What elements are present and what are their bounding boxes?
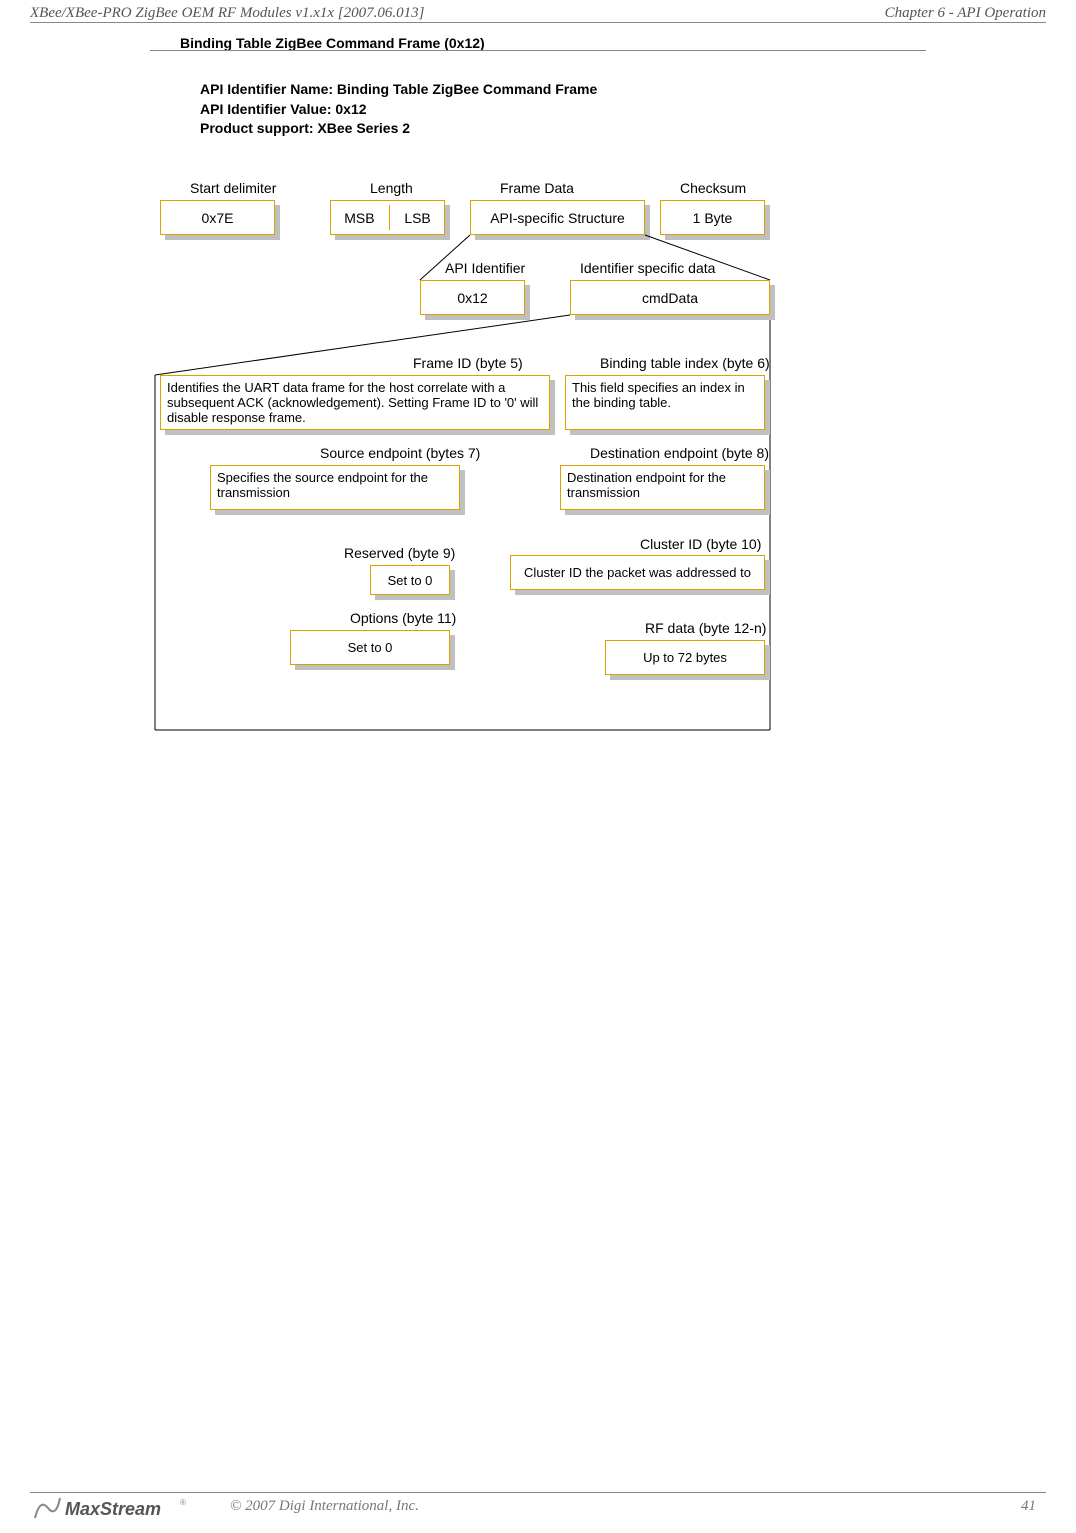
box-rfdata-desc: Up to 72 bytes — [605, 640, 765, 675]
label-checksum: Checksum — [680, 180, 746, 196]
box-reserved-desc: Set to 0 — [370, 565, 450, 595]
page-number: 41 — [1021, 1498, 1036, 1515]
label-length: Length — [370, 180, 413, 196]
box-dst-endpoint-desc: Destination endpoint for the transmissio… — [560, 465, 765, 510]
label-src-endpoint: Source endpoint (bytes 7) — [320, 445, 480, 461]
box-identifier-data: cmdData — [570, 280, 770, 315]
label-dst-endpoint: Destination endpoint (byte 8) — [590, 445, 769, 461]
box-options-desc: Set to 0 — [290, 630, 450, 665]
box-cluster-desc: Cluster ID the packet was addressed to — [510, 555, 765, 590]
header-left: XBee/XBee-PRO ZigBee OEM RF Modules v1.x… — [30, 5, 424, 22]
length-msb: MSB — [344, 210, 374, 226]
svg-text:®: ® — [180, 1498, 186, 1507]
header-right: Chapter 6 - API Operation — [885, 5, 1046, 22]
label-rfdata: RF data (byte 12-n) — [645, 620, 766, 636]
box-frame-id-desc: Identifies the UART data frame for the h… — [160, 375, 550, 430]
frame-diagram: Start delimiter Length Frame Data Checks… — [150, 160, 925, 740]
box-length: MSB LSB — [330, 200, 445, 235]
label-identifier-data: Identifier specific data — [580, 260, 715, 276]
box-frame-data: API-specific Structure — [470, 200, 645, 235]
length-lsb: LSB — [404, 210, 430, 226]
info-line-3: Product support: XBee Series 2 — [200, 119, 597, 139]
footer-copyright: © 2007 Digi International, Inc. — [230, 1498, 419, 1515]
info-line-1: API Identifier Name: Binding Table ZigBe… — [200, 80, 597, 100]
info-block: API Identifier Name: Binding Table ZigBe… — [200, 80, 597, 139]
label-reserved: Reserved (byte 9) — [344, 545, 455, 561]
label-frame-id: Frame ID (byte 5) — [413, 355, 523, 371]
box-start-delimiter: 0x7E — [160, 200, 275, 235]
label-start-delimiter: Start delimiter — [190, 180, 276, 196]
label-binding-index: Binding table index (byte 6) — [600, 355, 770, 371]
section-title: Binding Table ZigBee Command Frame (0x12… — [180, 35, 485, 51]
maxstream-logo: MaxStream ® — [30, 1493, 220, 1523]
label-options: Options (byte 11) — [350, 610, 456, 626]
box-checksum: 1 Byte — [660, 200, 765, 235]
section-rule — [150, 50, 926, 51]
box-api-identifier: 0x12 — [420, 280, 525, 315]
info-line-2: API Identifier Value: 0x12 — [200, 100, 597, 120]
label-cluster: Cluster ID (byte 10) — [640, 536, 761, 552]
header-rule — [30, 22, 1046, 23]
box-src-endpoint-desc: Specifies the source endpoint for the tr… — [210, 465, 460, 510]
label-api-identifier: API Identifier — [445, 260, 525, 276]
label-frame-data: Frame Data — [500, 180, 574, 196]
svg-text:MaxStream: MaxStream — [65, 1499, 161, 1519]
box-binding-index-desc: This field specifies an index in the bin… — [565, 375, 765, 430]
